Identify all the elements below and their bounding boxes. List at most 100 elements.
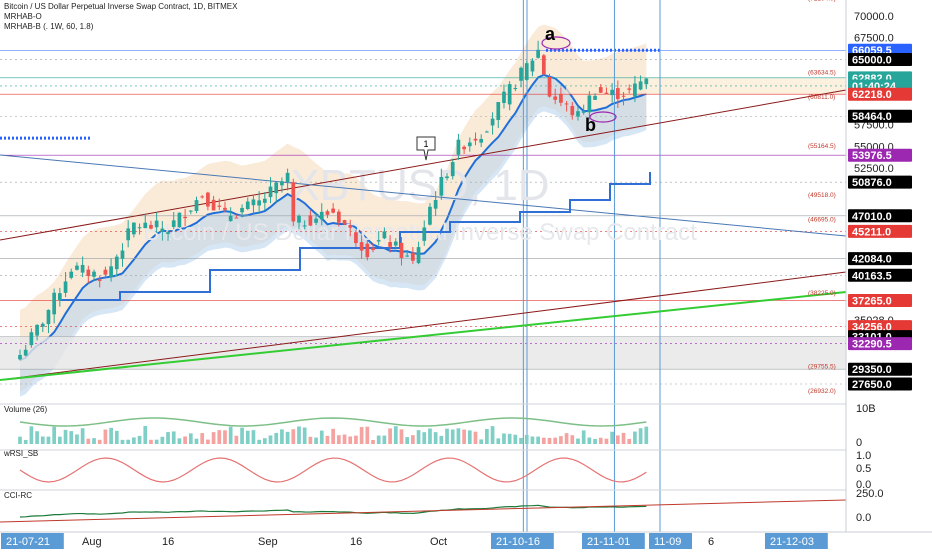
annotation-marks: a b 1 [416,24,617,161]
candle-body [633,83,637,97]
volume-bar [519,437,523,444]
volume-bar [388,428,392,444]
annotation-wave1: 1 [423,139,428,149]
candle-body [18,355,22,360]
time-axis[interactable]: 21-07-21 Aug 16 Sep 16 Oct 21-10-16 21-11-01 11-… [1,533,828,549]
time-label: 21-10-16 [496,536,540,548]
price-label-text: 50876.0 [852,177,892,189]
support-zone [0,336,846,370]
candle-body [604,92,609,95]
candle-body [268,186,273,198]
volume-bar [240,427,244,444]
watermark-symbol: XBTUSD, 1D [290,161,549,210]
volume-bar [291,429,296,444]
candle-body [188,210,193,212]
candle-body [433,199,438,209]
level-lines [0,0,846,532]
volume-bar [40,436,45,444]
candle-body [519,67,523,81]
volume-bar [433,432,438,444]
volume-bar [35,431,39,444]
trough-ellipse [589,111,617,123]
volume-bar [234,435,239,444]
candle-body [120,250,125,259]
volume-bar [314,437,318,444]
volume-bar [211,432,216,444]
price-label-text: 65000.0 [852,54,892,66]
candle-body [52,292,57,315]
candle-body [200,196,205,198]
candle-body [530,60,535,72]
candle-body [297,215,301,223]
price-small-label: (38225.0) [808,290,836,297]
volume-bar [126,439,131,444]
wrsi-tick-0: 0.0 [856,479,871,491]
volume-bar [365,426,370,444]
price-label-box [848,224,912,238]
candle-body [211,199,216,211]
volume-bar [376,435,381,444]
candle-body [621,95,626,97]
candle-body [228,215,233,222]
price-label-box [848,87,912,101]
cci-line [19,504,647,518]
candle-body [399,242,404,258]
candle-body [58,293,62,301]
volume-bar [285,431,290,444]
volume-bar [456,428,461,444]
price-small-label: (60811.0) [808,94,835,101]
volume-bar [490,426,495,444]
candle-body [513,88,518,90]
volume-bar [479,439,484,444]
price-label-box [848,268,912,282]
volume-bar [92,438,96,444]
volume-bar [462,429,466,444]
candle-body [593,95,597,100]
candle-body [314,218,318,223]
candle-body [581,111,586,113]
time-label-box [1,533,64,549]
candle-body [371,247,375,251]
volume-bar [18,436,22,444]
annotation-a: a [545,24,556,44]
candle-body [587,95,592,113]
wave-1-callout [416,136,436,161]
volume-bar [171,431,176,444]
candles [18,40,649,361]
volume-tick-10b: 10B [856,403,876,415]
price-tick: 52500.0 [854,163,894,175]
candle-body [365,243,370,258]
candle-body [63,281,68,293]
volume-bar [120,439,125,444]
volume-bar [183,436,187,444]
candle-body [86,269,91,277]
price-small-label: (63634.5) [808,69,836,76]
price-axis[interactable]: 70000.067500.057500.055000.052500.035028… [808,0,912,395]
volume-bar [581,430,586,444]
price-label-text: 58464.0 [852,111,892,123]
volume-bar [450,429,455,444]
volume-bar [302,427,307,444]
candle-body [479,138,484,143]
wrsi-tick-05: 0.5 [856,463,871,475]
candle-body [223,207,227,210]
candle-body [507,84,512,105]
volume-bar [610,431,614,444]
price-small-label: (72104.0) [808,0,836,3]
wrsi-tick-1: 1.0 [856,450,871,462]
candle-body [46,309,51,325]
time-label-box [582,533,645,549]
candle-body [302,225,307,227]
volume-bar [80,428,85,444]
candle-body [359,242,364,251]
volume-bar [251,430,256,444]
volume-bar [217,430,222,444]
candle-body [354,232,358,244]
candle-body [154,220,159,228]
volume-bar [530,436,535,444]
volume-bar [228,426,233,444]
volume-bar [200,433,205,444]
candle-body [456,139,461,155]
candle-body [114,256,119,270]
